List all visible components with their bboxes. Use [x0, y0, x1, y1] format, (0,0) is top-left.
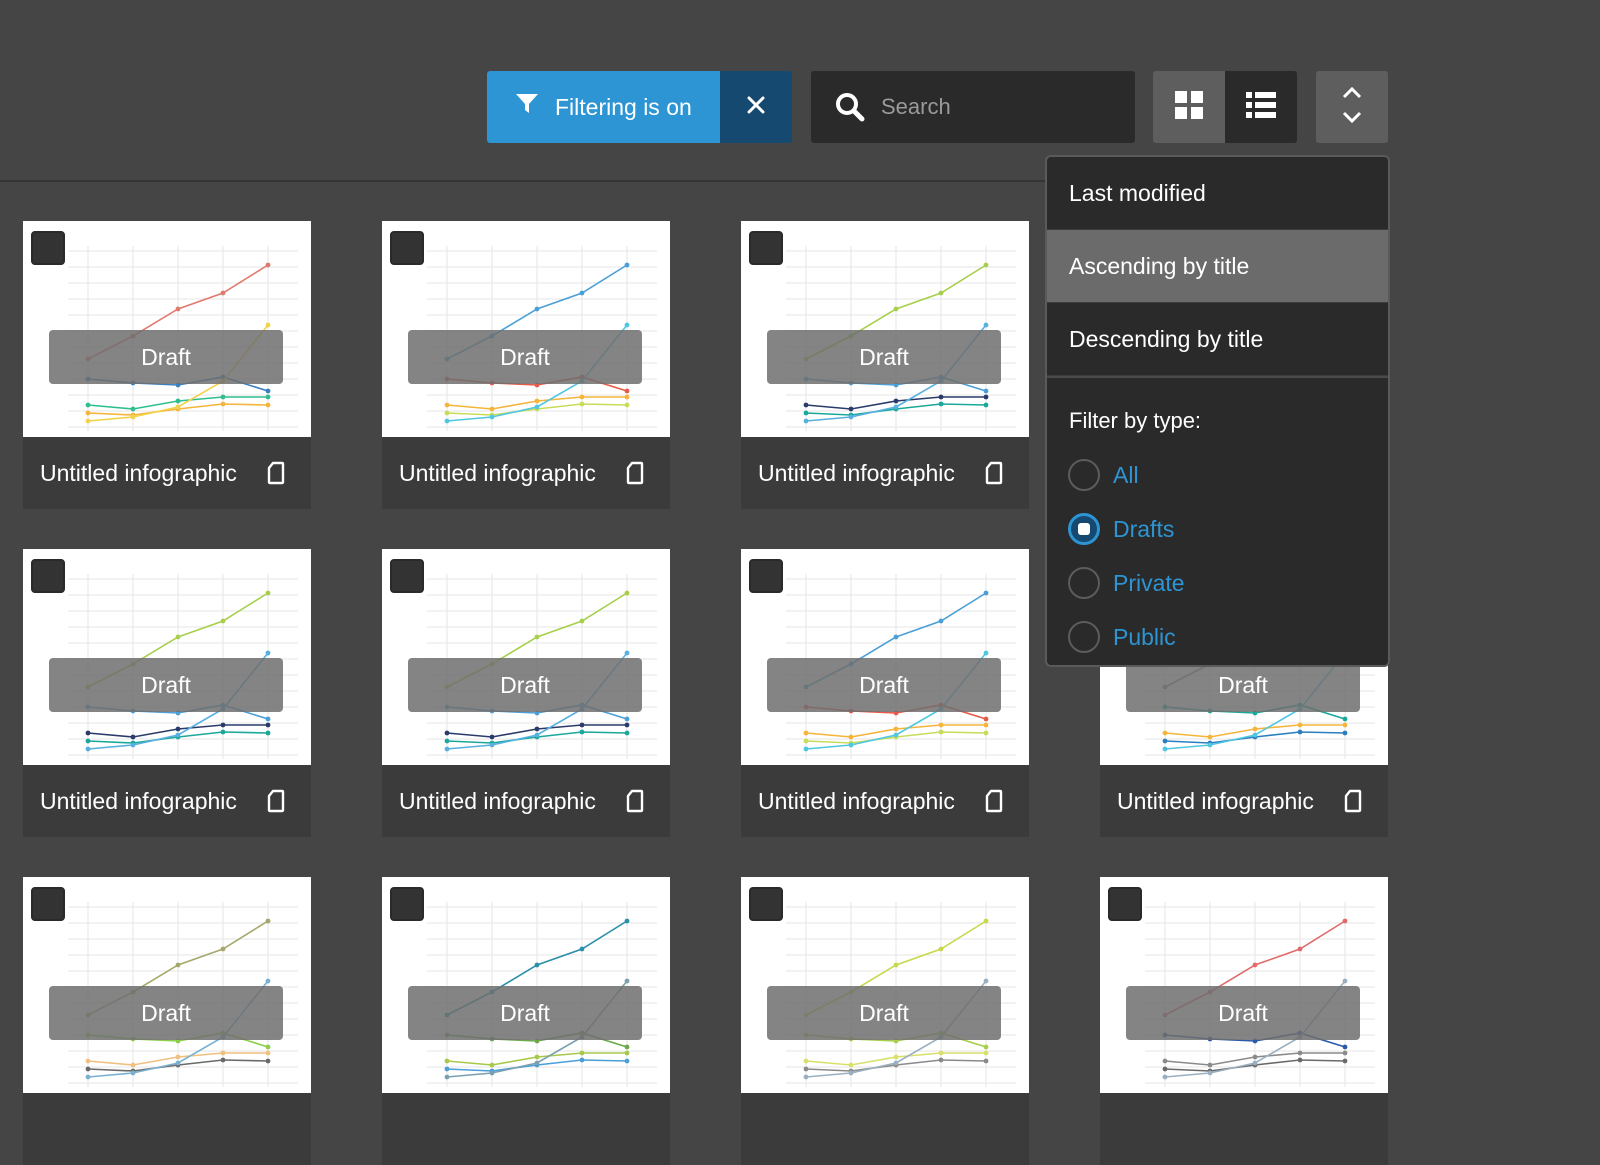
sort-option-ascending-title[interactable]: Ascending by title	[1047, 230, 1388, 303]
view-toggle	[1153, 71, 1297, 143]
infographic-card[interactable]: Draft Untitled infographic	[23, 221, 311, 509]
card-title[interactable]: Untitled infographic	[758, 459, 955, 486]
draft-badge: Draft	[408, 986, 642, 1040]
document-icon	[626, 461, 644, 485]
draft-badge: Draft	[767, 658, 1001, 712]
search-box	[811, 71, 1135, 143]
funnel-icon	[515, 93, 539, 121]
card-select-checkbox[interactable]	[31, 231, 65, 265]
card-select-checkbox[interactable]	[1108, 887, 1142, 921]
toolbar: Filtering is on	[0, 0, 1600, 180]
card-thumbnail	[382, 221, 670, 437]
radio-button[interactable]	[1068, 459, 1100, 491]
filter-option-label: Drafts	[1113, 515, 1175, 542]
card-footer: Untitled infographic	[23, 437, 311, 509]
toolbar-divider	[0, 180, 1048, 182]
filter-option-label: Public	[1113, 623, 1176, 650]
card-thumbnail	[382, 549, 670, 765]
card-select-checkbox[interactable]	[749, 887, 783, 921]
draft-badge: Draft	[49, 986, 283, 1040]
filter-option-label: All	[1113, 461, 1139, 488]
document-icon	[626, 789, 644, 813]
sort-option-last-modified[interactable]: Last modified	[1047, 157, 1388, 230]
sort-option-descending-title[interactable]: Descending by title	[1047, 303, 1388, 376]
card-footer: Untitled infographic	[741, 765, 1029, 837]
radio-button[interactable]	[1068, 621, 1100, 653]
draft-badge: Draft	[767, 330, 1001, 384]
filter-indicator: Filtering is on	[487, 71, 792, 143]
infographic-card[interactable]: Draft	[741, 877, 1029, 1165]
infographic-card[interactable]: Draft Untitled infographic	[741, 549, 1029, 837]
filter-toggle-button[interactable]: Filtering is on	[487, 71, 720, 143]
infographic-card[interactable]: Draft Untitled infographic	[23, 549, 311, 837]
card-title[interactable]: Untitled infographic	[40, 459, 237, 486]
card-title[interactable]: Untitled infographic	[399, 459, 596, 486]
radio-button-checked[interactable]	[1068, 513, 1100, 545]
document-icon	[985, 461, 1003, 485]
draft-badge: Draft	[1126, 986, 1360, 1040]
dropdown-separator	[1047, 376, 1388, 378]
filter-option-public[interactable]: Public	[1047, 610, 1388, 664]
filter-heading: Filter by type:	[1069, 408, 1202, 433]
card-title[interactable]: Untitled infographic	[1117, 787, 1314, 814]
card-select-checkbox[interactable]	[749, 559, 783, 593]
list-icon	[1246, 91, 1276, 124]
card-title[interactable]: Untitled infographic	[758, 787, 955, 814]
card-footer: Untitled infographic	[382, 437, 670, 509]
grid-view-button[interactable]	[1153, 71, 1225, 143]
draft-badge: Draft	[408, 330, 642, 384]
clear-filter-button[interactable]	[720, 71, 792, 143]
card-thumbnail	[23, 549, 311, 765]
sort-button[interactable]	[1316, 71, 1388, 143]
filter-label: Filtering is on	[555, 93, 692, 120]
document-icon	[267, 789, 285, 813]
sort-filter-dropdown: Last modified Ascending by title Descend…	[1045, 155, 1390, 667]
grid-icon	[1174, 90, 1204, 125]
card-thumbnail	[23, 877, 311, 1093]
infographic-card[interactable]: Draft Untitled infographic	[741, 221, 1029, 509]
search-input[interactable]	[879, 93, 1113, 121]
sort-chevrons-icon	[1341, 85, 1363, 130]
filter-option-label: Private	[1113, 569, 1185, 596]
card-thumbnail	[741, 221, 1029, 437]
search-icon	[835, 92, 865, 122]
card-select-checkbox[interactable]	[390, 231, 424, 265]
infographic-card[interactable]: Draft Untitled infographic	[382, 549, 670, 837]
document-icon	[985, 789, 1003, 813]
card-title[interactable]: Untitled infographic	[399, 787, 596, 814]
infographic-card[interactable]: Draft	[23, 877, 311, 1165]
card-select-checkbox[interactable]	[390, 887, 424, 921]
document-icon	[267, 461, 285, 485]
infographic-card[interactable]: Draft	[382, 877, 670, 1165]
card-footer: Untitled infographic	[1100, 765, 1388, 837]
card-select-checkbox[interactable]	[749, 231, 783, 265]
document-icon	[1344, 789, 1362, 813]
infographic-card[interactable]: Draft	[1100, 877, 1388, 1165]
list-view-button[interactable]	[1225, 71, 1297, 143]
card-thumbnail	[23, 221, 311, 437]
filter-option-private[interactable]: Private	[1047, 556, 1388, 610]
close-icon	[746, 95, 766, 120]
draft-badge: Draft	[408, 658, 642, 712]
draft-badge: Draft	[49, 658, 283, 712]
draft-badge: Draft	[1126, 658, 1360, 712]
card-thumbnail	[741, 877, 1029, 1093]
card-select-checkbox[interactable]	[31, 559, 65, 593]
card-thumbnail	[1100, 877, 1388, 1093]
card-select-checkbox[interactable]	[390, 559, 424, 593]
draft-badge: Draft	[767, 986, 1001, 1040]
filter-option-drafts[interactable]: Drafts	[1047, 502, 1388, 556]
card-select-checkbox[interactable]	[31, 887, 65, 921]
card-thumbnail	[382, 877, 670, 1093]
draft-badge: Draft	[49, 330, 283, 384]
card-footer: Untitled infographic	[23, 765, 311, 837]
card-footer: Untitled infographic	[741, 437, 1029, 509]
card-footer: Untitled infographic	[382, 765, 670, 837]
infographic-card[interactable]: Draft Untitled infographic	[382, 221, 670, 509]
card-title[interactable]: Untitled infographic	[40, 787, 237, 814]
radio-button[interactable]	[1068, 567, 1100, 599]
card-thumbnail	[741, 549, 1029, 765]
filter-option-all[interactable]: All	[1047, 448, 1388, 502]
